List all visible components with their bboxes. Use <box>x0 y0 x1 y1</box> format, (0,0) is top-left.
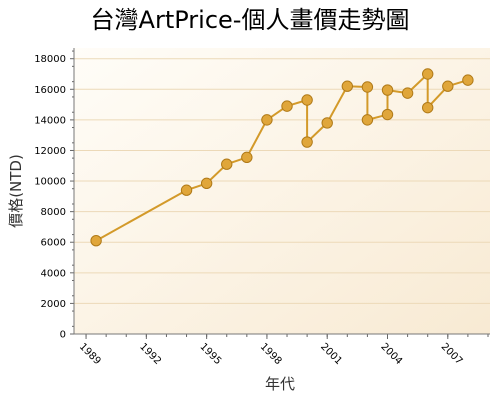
data-point <box>422 68 434 80</box>
data-point <box>401 87 414 99</box>
grid-lines <box>74 58 490 304</box>
data-point <box>261 114 273 126</box>
x-tick-label: 1992 <box>137 341 163 367</box>
x-axis-title: 年代 <box>265 375 295 393</box>
y-tick-label: 12000 <box>34 146 66 157</box>
y-axis-title: 價格(NTD) <box>7 154 25 228</box>
y-tick-label: 8000 <box>41 207 66 218</box>
data-point <box>221 158 233 170</box>
data-point <box>462 74 474 86</box>
x-tick-label: 1998 <box>258 341 284 367</box>
data-point <box>361 114 374 126</box>
data-point <box>200 177 213 190</box>
y-tick-label: 4000 <box>41 268 66 279</box>
y-tick-label: 10000 <box>34 177 66 188</box>
y-tick-label: 2000 <box>41 299 66 310</box>
x-tick-label: 1995 <box>198 341 224 367</box>
data-point <box>361 81 374 93</box>
data-point <box>442 80 454 92</box>
y-tick-label: 18000 <box>34 54 66 65</box>
chart-title: 台灣ArtPrice-個人畫價走勢圖 <box>91 6 410 34</box>
data-point <box>301 136 313 148</box>
x-tick-label: 1989 <box>77 341 103 367</box>
axes <box>70 48 490 339</box>
series-layer <box>90 68 474 247</box>
data-point <box>422 101 434 114</box>
x-tick-label: 2001 <box>318 341 344 367</box>
data-point <box>180 184 193 196</box>
x-tick-label: 2004 <box>378 341 404 367</box>
data-point <box>341 80 354 92</box>
y-tick-label: 14000 <box>34 115 66 126</box>
data-point <box>241 151 253 164</box>
data-point <box>381 108 394 121</box>
data-point <box>90 235 102 247</box>
data-point <box>321 117 333 129</box>
y-tick-label: 16000 <box>34 85 66 96</box>
data-point <box>301 94 313 106</box>
x-tick-label: 2007 <box>439 341 465 367</box>
y-tick-label: 6000 <box>41 238 66 249</box>
data-point <box>381 84 394 96</box>
plot-area <box>74 48 490 334</box>
data-point <box>281 100 293 112</box>
y-tick-label: 0 <box>60 330 66 341</box>
